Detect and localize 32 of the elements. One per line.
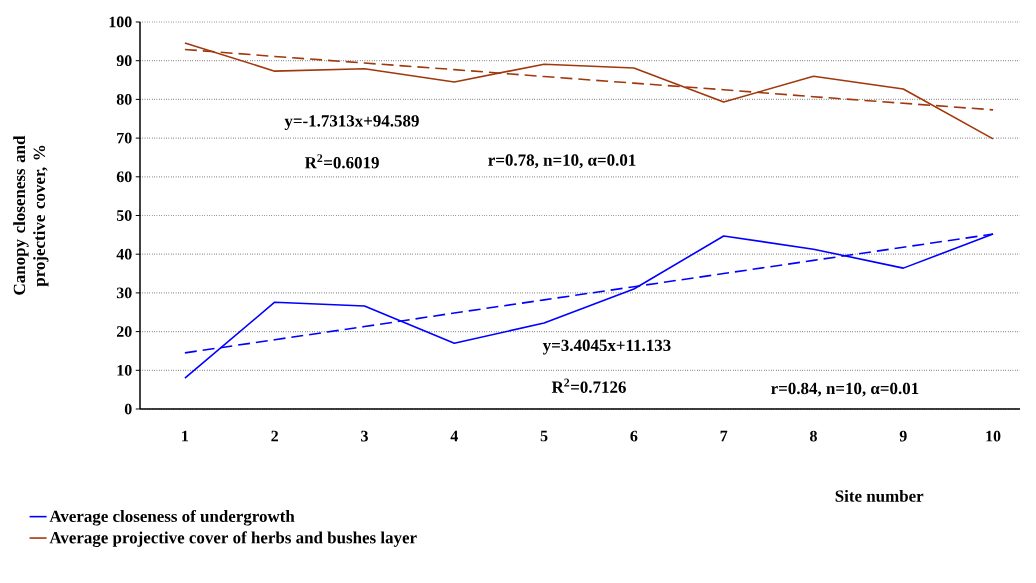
annotation: R$^{2}$=0.6019 <box>304 154 379 169</box>
x-tick-label: 2 <box>271 430 278 442</box>
annotation: r=0.84, n=10, α=0.01 <box>771 382 919 397</box>
x-tick-label: 10 <box>986 430 1001 442</box>
line-series <box>184 42 994 140</box>
x-tick-label: 4 <box>450 430 458 442</box>
annotation: y=-1.7313x+94.589 <box>284 115 419 131</box>
x-tick-label: 3 <box>361 430 368 442</box>
x-tick-label: 9 <box>899 430 907 442</box>
y-axis-title: Canopy closeness and projective cover, % <box>13 135 49 295</box>
x-axis-title: Site number <box>835 489 924 502</box>
x-tick-label: 7 <box>720 430 728 442</box>
y-tick-label: 100 <box>109 16 132 28</box>
annotation: r=0.78, n=10, α=0.01 <box>488 154 636 169</box>
x-tick-label: 5 <box>540 430 548 442</box>
y-tick-label: 70 <box>117 132 132 144</box>
annotation: y=3.4045x+11.133 <box>542 339 671 355</box>
annotation: R$^{2}$=0.7126 <box>551 378 626 393</box>
y-tick-label: 90 <box>116 55 132 67</box>
y-tick-label: 60 <box>116 171 132 183</box>
x-tick-label: 8 <box>810 430 817 442</box>
y-tick-label: 0 <box>124 403 132 415</box>
x-tick-label: 1 <box>182 430 189 442</box>
x-tick-label: 6 <box>630 430 638 442</box>
y-tick-label: 40 <box>116 248 132 260</box>
y-tick-label: 10 <box>117 364 132 376</box>
legend-label: Average projective cover of herbs and bushes layer <box>49 531 417 547</box>
y-tick-label: 80 <box>116 94 132 105</box>
legend-label: Average closeness of undergrowth <box>49 509 295 526</box>
y-tick-label: 20 <box>116 326 132 337</box>
y-tick-label: 50 <box>116 210 132 221</box>
y-tick-label: 30 <box>116 287 132 299</box>
